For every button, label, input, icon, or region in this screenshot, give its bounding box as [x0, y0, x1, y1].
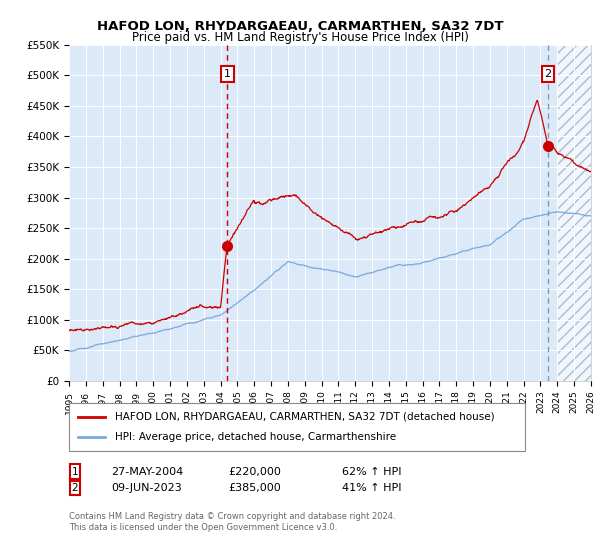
Text: 41% ↑ HPI: 41% ↑ HPI	[342, 483, 401, 493]
Text: 62% ↑ HPI: 62% ↑ HPI	[342, 466, 401, 477]
Text: 2: 2	[544, 69, 551, 79]
Text: Contains HM Land Registry data © Crown copyright and database right 2024.
This d: Contains HM Land Registry data © Crown c…	[69, 512, 395, 532]
Text: 1: 1	[71, 466, 79, 477]
Text: HAFOD LON, RHYDARGAEAU, CARMARTHEN, SA32 7DT: HAFOD LON, RHYDARGAEAU, CARMARTHEN, SA32…	[97, 20, 503, 32]
Text: 27-MAY-2004: 27-MAY-2004	[111, 466, 183, 477]
Text: 09-JUN-2023: 09-JUN-2023	[111, 483, 182, 493]
Text: Price paid vs. HM Land Registry's House Price Index (HPI): Price paid vs. HM Land Registry's House …	[131, 31, 469, 44]
Text: HPI: Average price, detached house, Carmarthenshire: HPI: Average price, detached house, Carm…	[115, 432, 396, 442]
Text: £385,000: £385,000	[228, 483, 281, 493]
Text: 1: 1	[224, 69, 231, 79]
FancyBboxPatch shape	[69, 403, 525, 451]
Bar	[557, 45, 591, 381]
Bar	[557, 45, 591, 381]
Text: £220,000: £220,000	[228, 466, 281, 477]
Text: 2: 2	[71, 483, 79, 493]
Text: HAFOD LON, RHYDARGAEAU, CARMARTHEN, SA32 7DT (detached house): HAFOD LON, RHYDARGAEAU, CARMARTHEN, SA32…	[115, 412, 494, 422]
